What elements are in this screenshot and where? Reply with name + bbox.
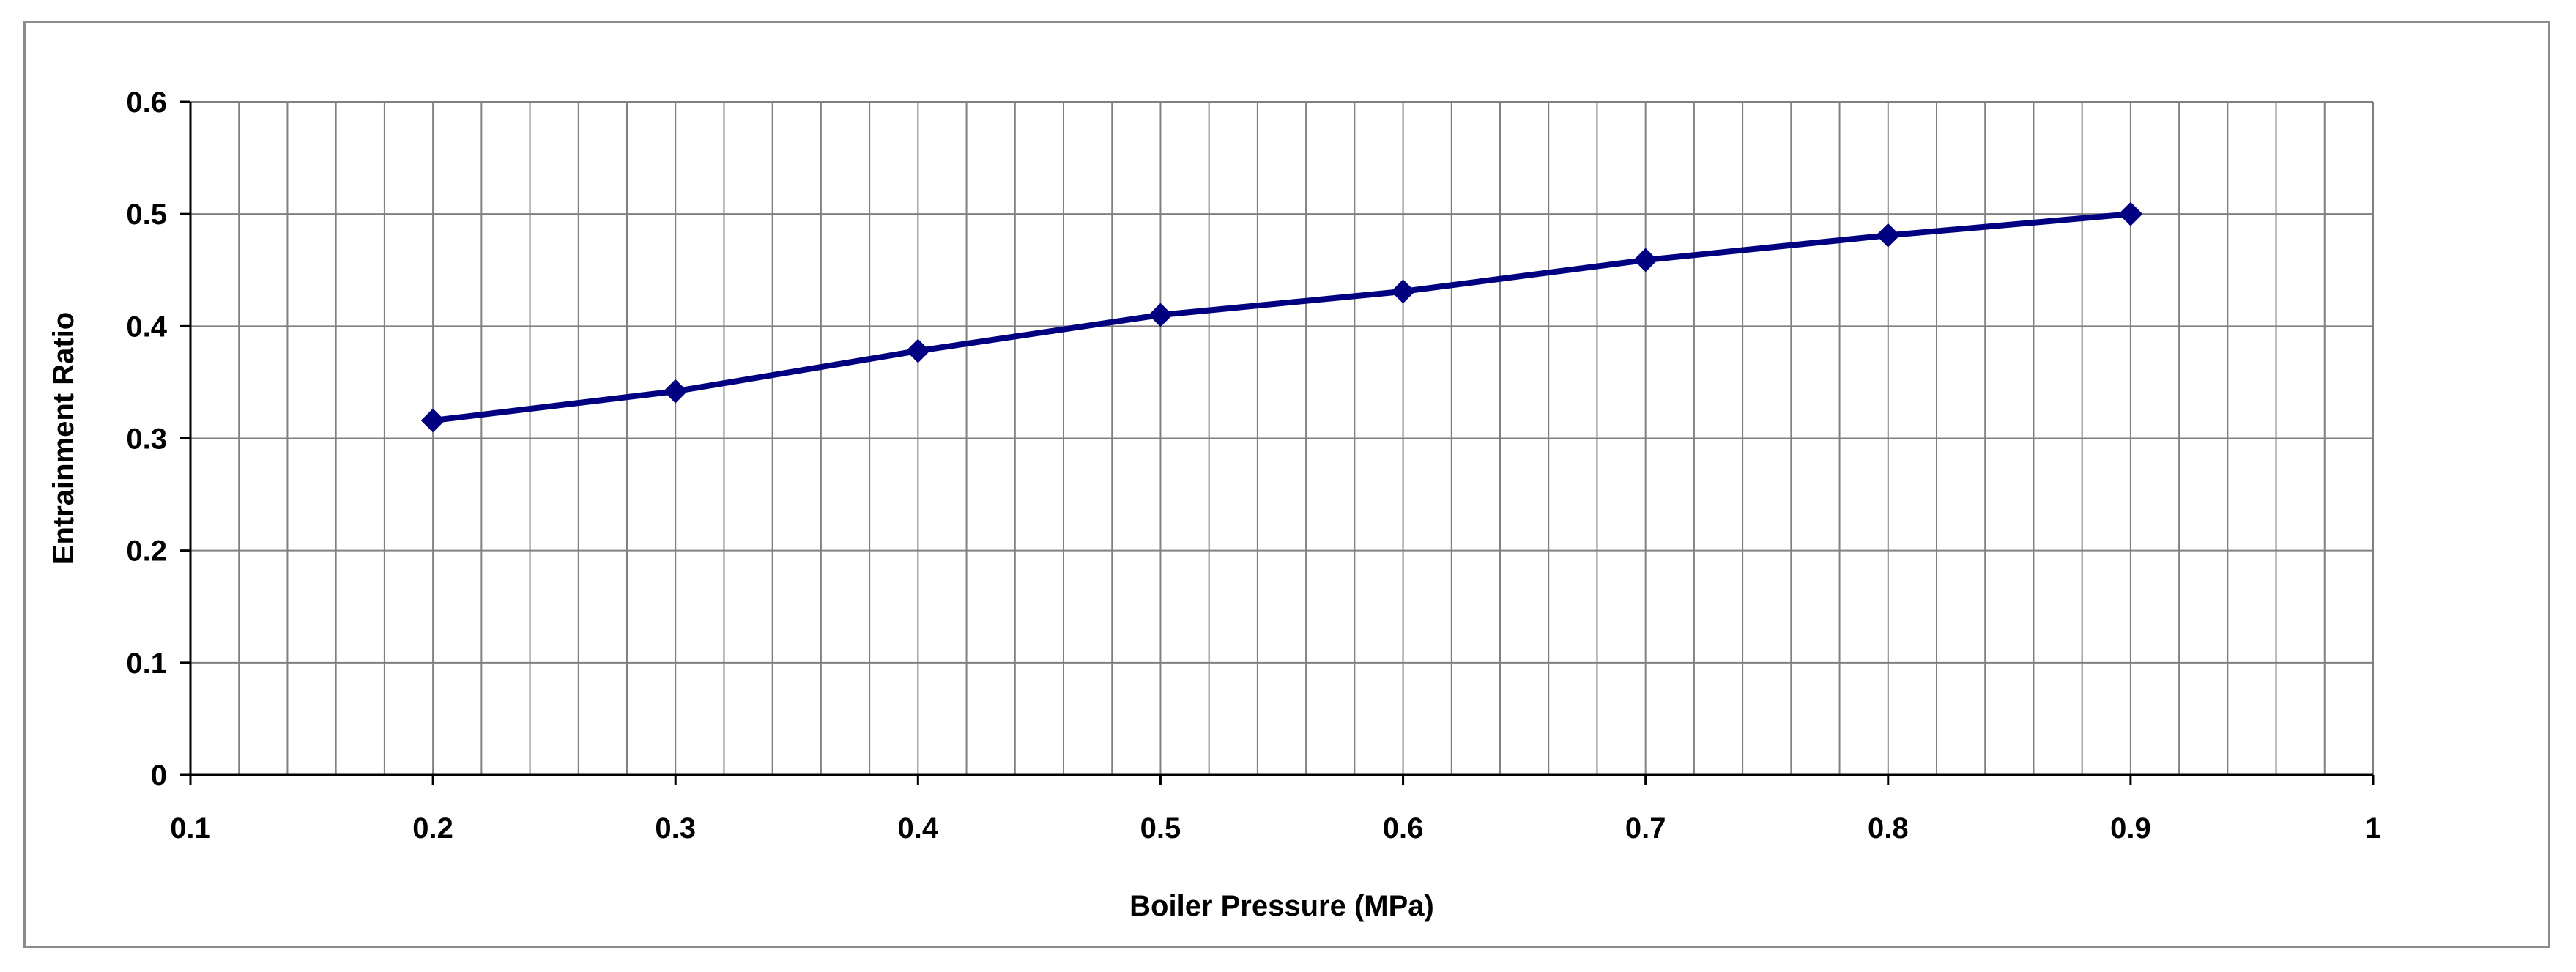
data-point-marker [420,408,445,433]
x-tick-label: 0.2 [412,812,453,845]
data-point-marker [1391,279,1415,304]
axes [180,100,2375,785]
x-tick-label: 0.4 [898,812,939,845]
data-series [420,201,2143,433]
y-tick-label: 0.2 [126,535,167,568]
y-tick-label: 0.5 [126,199,167,231]
data-point-marker [1148,303,1173,327]
x-tick-label: 0.8 [1868,812,1909,845]
grid-lines [190,101,2374,775]
data-point-marker [663,379,688,404]
data-point-marker [905,338,930,363]
x-tick-label: 0.1 [170,812,211,845]
x-tick-label: 0.6 [1383,812,1424,845]
data-point-marker [1633,248,1658,272]
tick-labels: 0.1 0.2 0.3 0.4 0.5 0.6 0.7 0.8 0.9 100.10.20.30.… [126,86,2381,845]
data-point-marker [2118,201,2143,226]
y-tick-label: 0.4 [126,311,167,343]
x-axis-title: Boiler Pressure (MPa) [1129,890,1434,922]
y-tick-label: 0.3 [126,423,167,456]
y-tick-label: 0 [151,760,167,792]
x-tick-label: 0.9 [2110,812,2151,845]
x-tick-label: 0.7 [1625,812,1666,845]
y-tick-label: 0.6 [126,86,167,119]
y-axis-title: Entrainment Ratio [48,312,80,564]
y-tick-label: 0.1 [126,648,167,680]
series-line [430,211,2134,423]
x-tick-label: 0.3 [655,812,696,845]
data-point-marker [1876,223,1901,248]
x-tick-label: 0.5 [1140,812,1181,845]
x-tick-label: 1 [2365,812,2381,845]
